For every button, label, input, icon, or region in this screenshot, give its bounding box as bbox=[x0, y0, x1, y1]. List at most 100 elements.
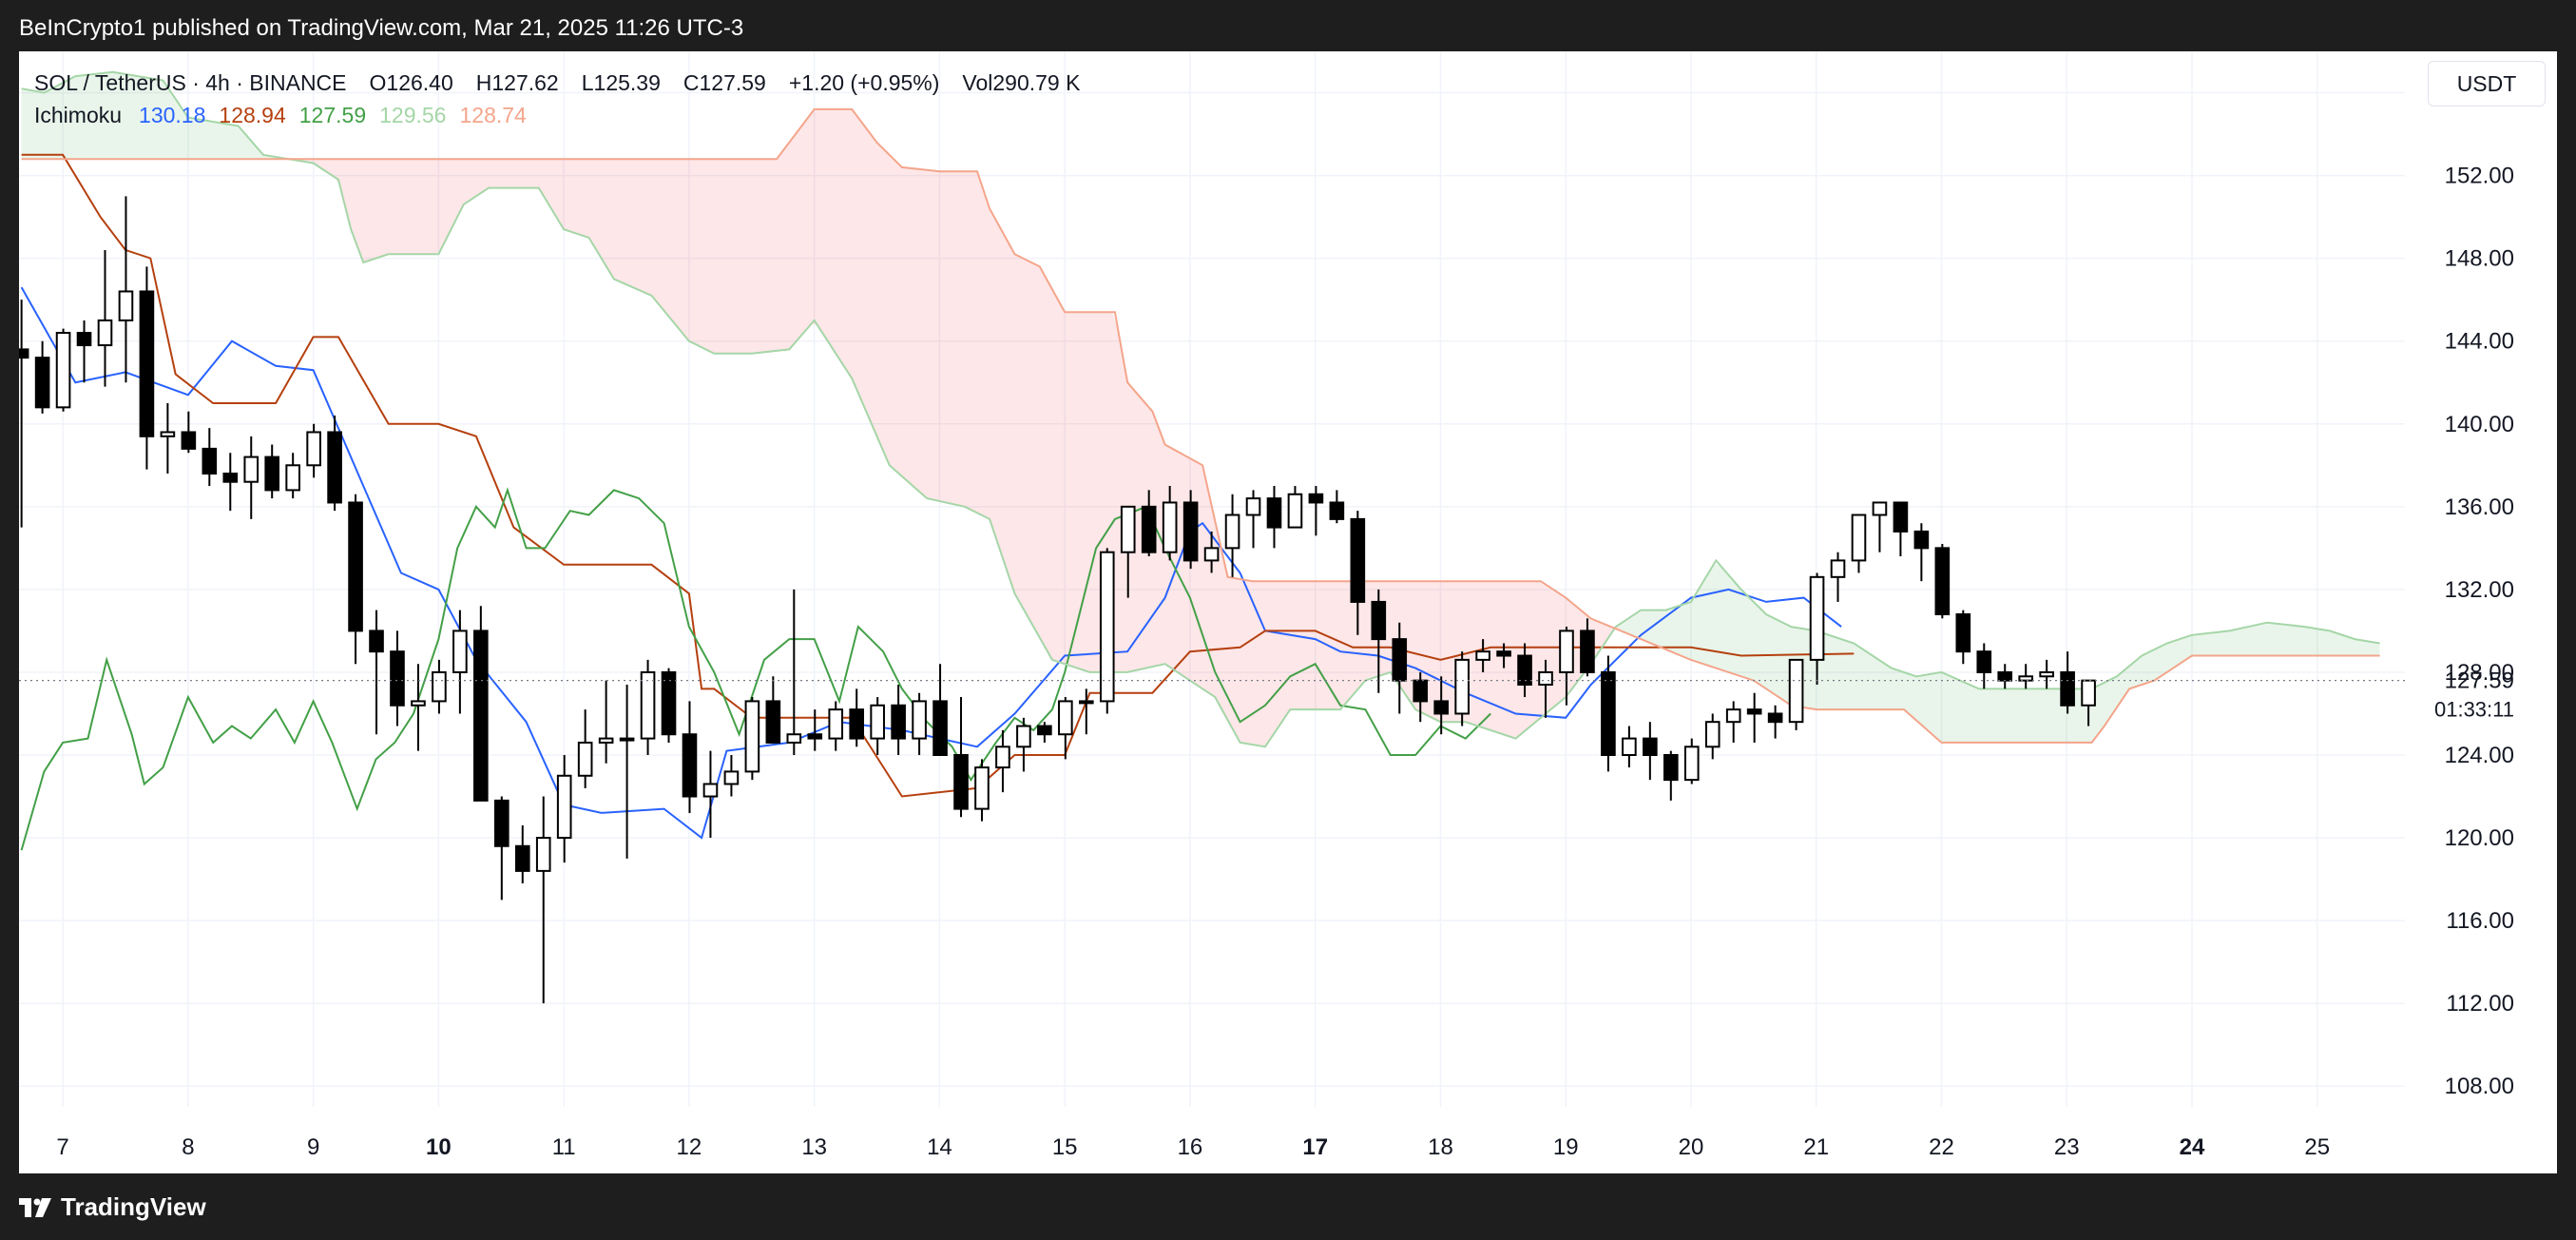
candle-down bbox=[494, 799, 509, 847]
x-tick-label: 14 bbox=[927, 1134, 952, 1160]
candle-up bbox=[1538, 670, 1553, 686]
close-value: C127.59 bbox=[682, 70, 766, 95]
candle-up bbox=[1683, 746, 1700, 782]
candle-up bbox=[786, 733, 802, 744]
candlestick-chart[interactable]: 108.00 112.00 116.00 120.00 124.00 128.00 132.… bbox=[19, 51, 2557, 1173]
candle-down bbox=[807, 733, 823, 740]
candle-up bbox=[118, 290, 134, 321]
candle-up bbox=[1725, 708, 1741, 724]
candle-up bbox=[1162, 501, 1178, 553]
x-tick-label: 17 bbox=[1302, 1134, 1328, 1160]
candle-up bbox=[744, 700, 760, 773]
leading-span-b bbox=[21, 107, 2380, 744]
candle-countdown-label: 01:33:11 bbox=[2434, 698, 2514, 722]
y-tick-label: 112.00 bbox=[2446, 991, 2514, 1017]
candle-up bbox=[1099, 551, 1115, 703]
candle-down bbox=[2060, 670, 2075, 707]
high-value: H127.62 bbox=[475, 70, 559, 95]
candle-up bbox=[97, 319, 113, 347]
x-tick-label: 10 bbox=[426, 1134, 452, 1160]
candle-down bbox=[1433, 700, 1450, 715]
candle-down bbox=[19, 348, 29, 359]
candle-down bbox=[369, 630, 384, 653]
candle-up bbox=[619, 737, 635, 742]
y-tick-label: 128.00 bbox=[2445, 660, 2514, 686]
candle-down bbox=[327, 431, 342, 504]
candle-up bbox=[306, 431, 321, 467]
candle-up bbox=[912, 700, 927, 740]
x-tick-label: 16 bbox=[1178, 1134, 1203, 1160]
candle-up bbox=[1016, 725, 1031, 748]
candle-down bbox=[1329, 501, 1345, 520]
footer-bar: TradingView bbox=[0, 1173, 2576, 1240]
candle-down bbox=[1266, 497, 1282, 529]
candle-up bbox=[452, 630, 468, 673]
candle-up bbox=[1203, 547, 1220, 562]
ichimoku-value-3: 129.56 bbox=[379, 103, 447, 127]
candle-down bbox=[1580, 630, 1595, 673]
x-tick-label: 25 bbox=[2304, 1134, 2330, 1160]
candle-down bbox=[1893, 501, 1909, 533]
ichimoku-value-2: 127.59 bbox=[298, 103, 367, 127]
x-tick-label: 22 bbox=[1929, 1134, 1954, 1160]
candle-up bbox=[1809, 575, 1825, 661]
candle-down bbox=[181, 431, 197, 450]
candle-down bbox=[1955, 613, 1971, 653]
leading-span-a bbox=[21, 70, 2380, 748]
candle-up bbox=[1287, 493, 1303, 529]
conversion-line bbox=[20, 286, 1842, 840]
candle-up bbox=[702, 783, 719, 798]
tradingview-logo-icon bbox=[19, 1197, 51, 1217]
volume-value: Vol290.79 K bbox=[962, 70, 1081, 95]
x-tick-label: 21 bbox=[1803, 1134, 1829, 1160]
candle-up bbox=[1872, 501, 1888, 516]
y-tick-label: 120.00 bbox=[2445, 825, 2514, 851]
candle-down bbox=[1913, 530, 1930, 550]
candle-down bbox=[1308, 493, 1324, 504]
candle-up bbox=[2039, 670, 2054, 678]
candle-down bbox=[1371, 600, 1387, 641]
candle-up bbox=[55, 332, 71, 409]
low-value: L125.39 bbox=[581, 70, 661, 95]
indicator-name[interactable]: Ichimoku bbox=[34, 103, 123, 127]
x-tick-label: 18 bbox=[1428, 1134, 1453, 1160]
y-tick-label: 132.00 bbox=[2445, 577, 2514, 603]
cloud-bearish bbox=[293, 108, 1620, 746]
candle-up bbox=[723, 770, 740, 785]
candle-up bbox=[556, 774, 572, 840]
symbol-label[interactable]: SOL / TetherUS · 4h · BINANCE bbox=[34, 70, 347, 95]
x-tick-label: 15 bbox=[1052, 1134, 1078, 1160]
current-price-label: 127.59 bbox=[2445, 668, 2514, 694]
ohlc-row: SOL / TetherUS · 4h · BINANCE O126.40 H1… bbox=[34, 67, 1086, 99]
candle-down bbox=[34, 357, 50, 409]
candle-down bbox=[765, 700, 781, 744]
candle-up bbox=[535, 837, 551, 872]
chart-panel[interactable]: 108.00 112.00 116.00 120.00 124.00 128.00 132.… bbox=[19, 51, 2557, 1173]
currency-button[interactable]: USDT bbox=[2428, 61, 2546, 107]
candle-down bbox=[1182, 501, 1199, 562]
candle-down bbox=[1037, 725, 1052, 736]
x-tick-label: 9 bbox=[307, 1134, 319, 1160]
candle-down bbox=[76, 332, 92, 347]
candle-down bbox=[953, 754, 969, 810]
candle-down bbox=[514, 844, 530, 872]
x-tick-label: 23 bbox=[2054, 1134, 2080, 1160]
candle-up bbox=[1224, 513, 1240, 550]
candle-down bbox=[1517, 654, 1532, 687]
tradingview-logo[interactable]: TradingView bbox=[19, 1192, 206, 1222]
candle-up bbox=[160, 431, 176, 437]
candle-down bbox=[222, 473, 239, 483]
x-tick-label: 12 bbox=[677, 1134, 702, 1160]
candle-up bbox=[1622, 737, 1637, 757]
candle-down bbox=[390, 650, 405, 707]
x-tick-label: 11 bbox=[552, 1134, 576, 1160]
candle-down bbox=[1413, 679, 1429, 703]
candle-down bbox=[348, 501, 363, 632]
indicator-row: Ichimoku 130.18 128.94 127.59 129.56 128.74 bbox=[34, 99, 1086, 131]
y-tick-label: 148.00 bbox=[2445, 246, 2514, 272]
candle-down bbox=[661, 670, 677, 736]
y-tick-label: 140.00 bbox=[2445, 412, 2514, 437]
cloud-bullish bbox=[21, 72, 293, 160]
ichimoku-value-0: 130.18 bbox=[139, 103, 206, 127]
candle-up bbox=[577, 741, 593, 777]
